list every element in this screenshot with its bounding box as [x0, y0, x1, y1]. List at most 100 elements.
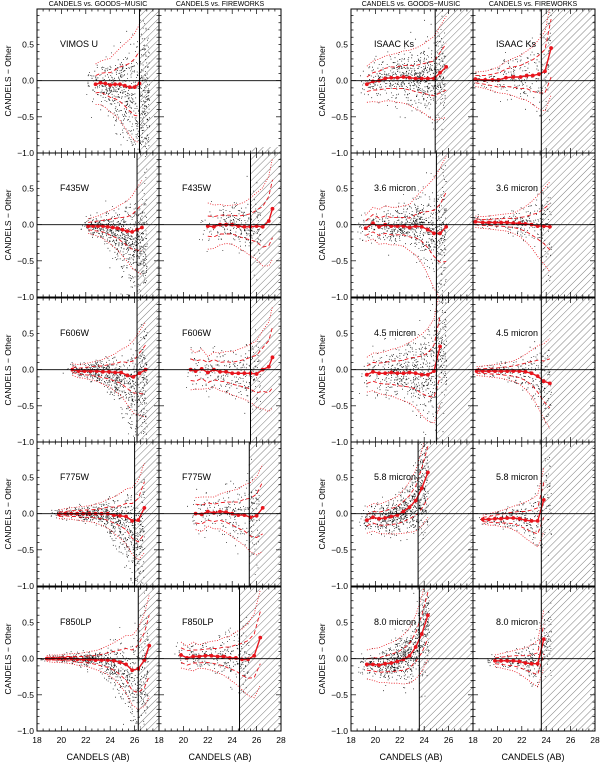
band-label: F775W	[182, 472, 212, 482]
band-label: 8.0 micron	[374, 617, 416, 627]
median-point	[371, 369, 375, 374]
y-tick-label: −0.5	[331, 690, 348, 700]
x-tick-label: 22	[395, 735, 405, 745]
median-point	[505, 220, 510, 225]
panel-4-5-micron-goods-music: 4.5 micron 0.5 0.0 −0.5 −1.0 CANDELS − Other	[317, 297, 474, 447]
median-point	[377, 371, 381, 376]
median-point	[118, 82, 122, 87]
median-point	[413, 224, 418, 228]
y-tick-label: −1.0	[17, 148, 34, 158]
median-point	[364, 518, 369, 523]
median-point	[266, 364, 271, 369]
median-point	[132, 85, 137, 90]
median-point	[81, 657, 86, 662]
median-point	[242, 513, 247, 517]
median-point	[499, 516, 503, 521]
y-tick-label: −1.0	[17, 726, 34, 736]
median-point	[419, 486, 424, 491]
median-point	[517, 369, 522, 373]
median-point	[364, 662, 369, 667]
median-point	[103, 81, 108, 86]
median-point	[483, 78, 488, 82]
median-point	[535, 518, 540, 523]
y-tick-label: −0.5	[17, 545, 34, 555]
median-point	[191, 654, 196, 659]
y-tick-label: 0.0	[22, 220, 34, 230]
y-axis-label: CANDELS − Other	[317, 334, 327, 405]
median-point	[107, 369, 111, 374]
panel-f435w-fireworks: F435W	[158, 152, 282, 298]
y-tick-label: −1.0	[331, 292, 348, 302]
median-point	[93, 82, 98, 87]
median-point	[389, 224, 394, 228]
median-point	[383, 661, 388, 666]
median-point	[110, 225, 115, 230]
x-tick-label: 26	[444, 735, 454, 745]
median-point	[499, 369, 503, 373]
y-tick-label: −0.5	[331, 256, 348, 266]
median-point	[425, 613, 430, 618]
median-point	[199, 367, 204, 371]
median-point	[493, 220, 497, 225]
x-tick-label: 22	[517, 735, 527, 745]
median-point	[480, 369, 485, 373]
median-point	[100, 224, 105, 228]
median-point	[113, 82, 117, 87]
y-tick-label: 0.5	[22, 39, 34, 49]
median-point	[419, 76, 424, 81]
median-point	[473, 77, 478, 82]
y-tick-label: 0.0	[22, 76, 34, 86]
median-point	[395, 513, 400, 517]
median-point	[432, 231, 436, 236]
x-tick-label: 24	[227, 735, 237, 745]
median-point	[371, 79, 375, 84]
median-point	[401, 75, 406, 79]
median-point	[413, 645, 418, 649]
median-point	[124, 514, 128, 519]
x-tick-label: 20	[57, 735, 67, 745]
median-point	[233, 656, 238, 660]
median-point	[236, 513, 241, 517]
median-point	[518, 75, 523, 79]
axis-labels: CANDELS (AB) CANDELS (AB) CANDELS (AB) C…	[66, 752, 564, 762]
median-point	[254, 372, 259, 376]
y-tick-label: 0.0	[336, 76, 348, 86]
median-point	[130, 518, 135, 523]
median-point	[419, 632, 424, 636]
panel-5-8-micron-goods-music: 5.8 micron 0.5 0.0 −0.5 −1.0 CANDELS − Other	[317, 441, 474, 591]
median-point	[118, 660, 122, 665]
median-point	[401, 224, 406, 228]
y-tick-label: 0.0	[22, 654, 34, 664]
median-point	[203, 653, 208, 658]
median-point	[511, 658, 516, 663]
band-label: 3.6 micron	[374, 183, 416, 193]
median-point	[407, 225, 412, 230]
median-point	[100, 369, 105, 374]
median-point	[536, 72, 541, 77]
median-point	[401, 371, 406, 376]
band-label: VIMOS U	[60, 39, 98, 49]
median-point	[473, 219, 478, 224]
median-point	[383, 516, 388, 520]
median-point	[260, 505, 265, 510]
y-axis-label: CANDELS − Other	[317, 623, 327, 694]
median-point	[205, 224, 210, 228]
scatter-points	[199, 175, 261, 281]
y-tick-label: −0.5	[331, 112, 348, 122]
median-point	[444, 64, 449, 69]
median-point	[212, 224, 216, 229]
median-point	[147, 643, 152, 648]
scatter-points	[359, 442, 429, 551]
median-point	[371, 221, 375, 226]
panel-3-6-micron-fireworks: 3.6 micron	[472, 152, 596, 298]
median-point	[131, 374, 136, 379]
median-point	[254, 513, 259, 518]
x-tick-label: 26	[130, 735, 140, 745]
panel-f606w-fireworks: F606W	[158, 297, 282, 443]
x-tick-label: 24	[105, 735, 115, 745]
median-point	[407, 370, 412, 375]
median-point	[88, 369, 93, 373]
median-line	[46, 645, 150, 671]
y-axis-label: CANDELS − Other	[3, 478, 13, 549]
